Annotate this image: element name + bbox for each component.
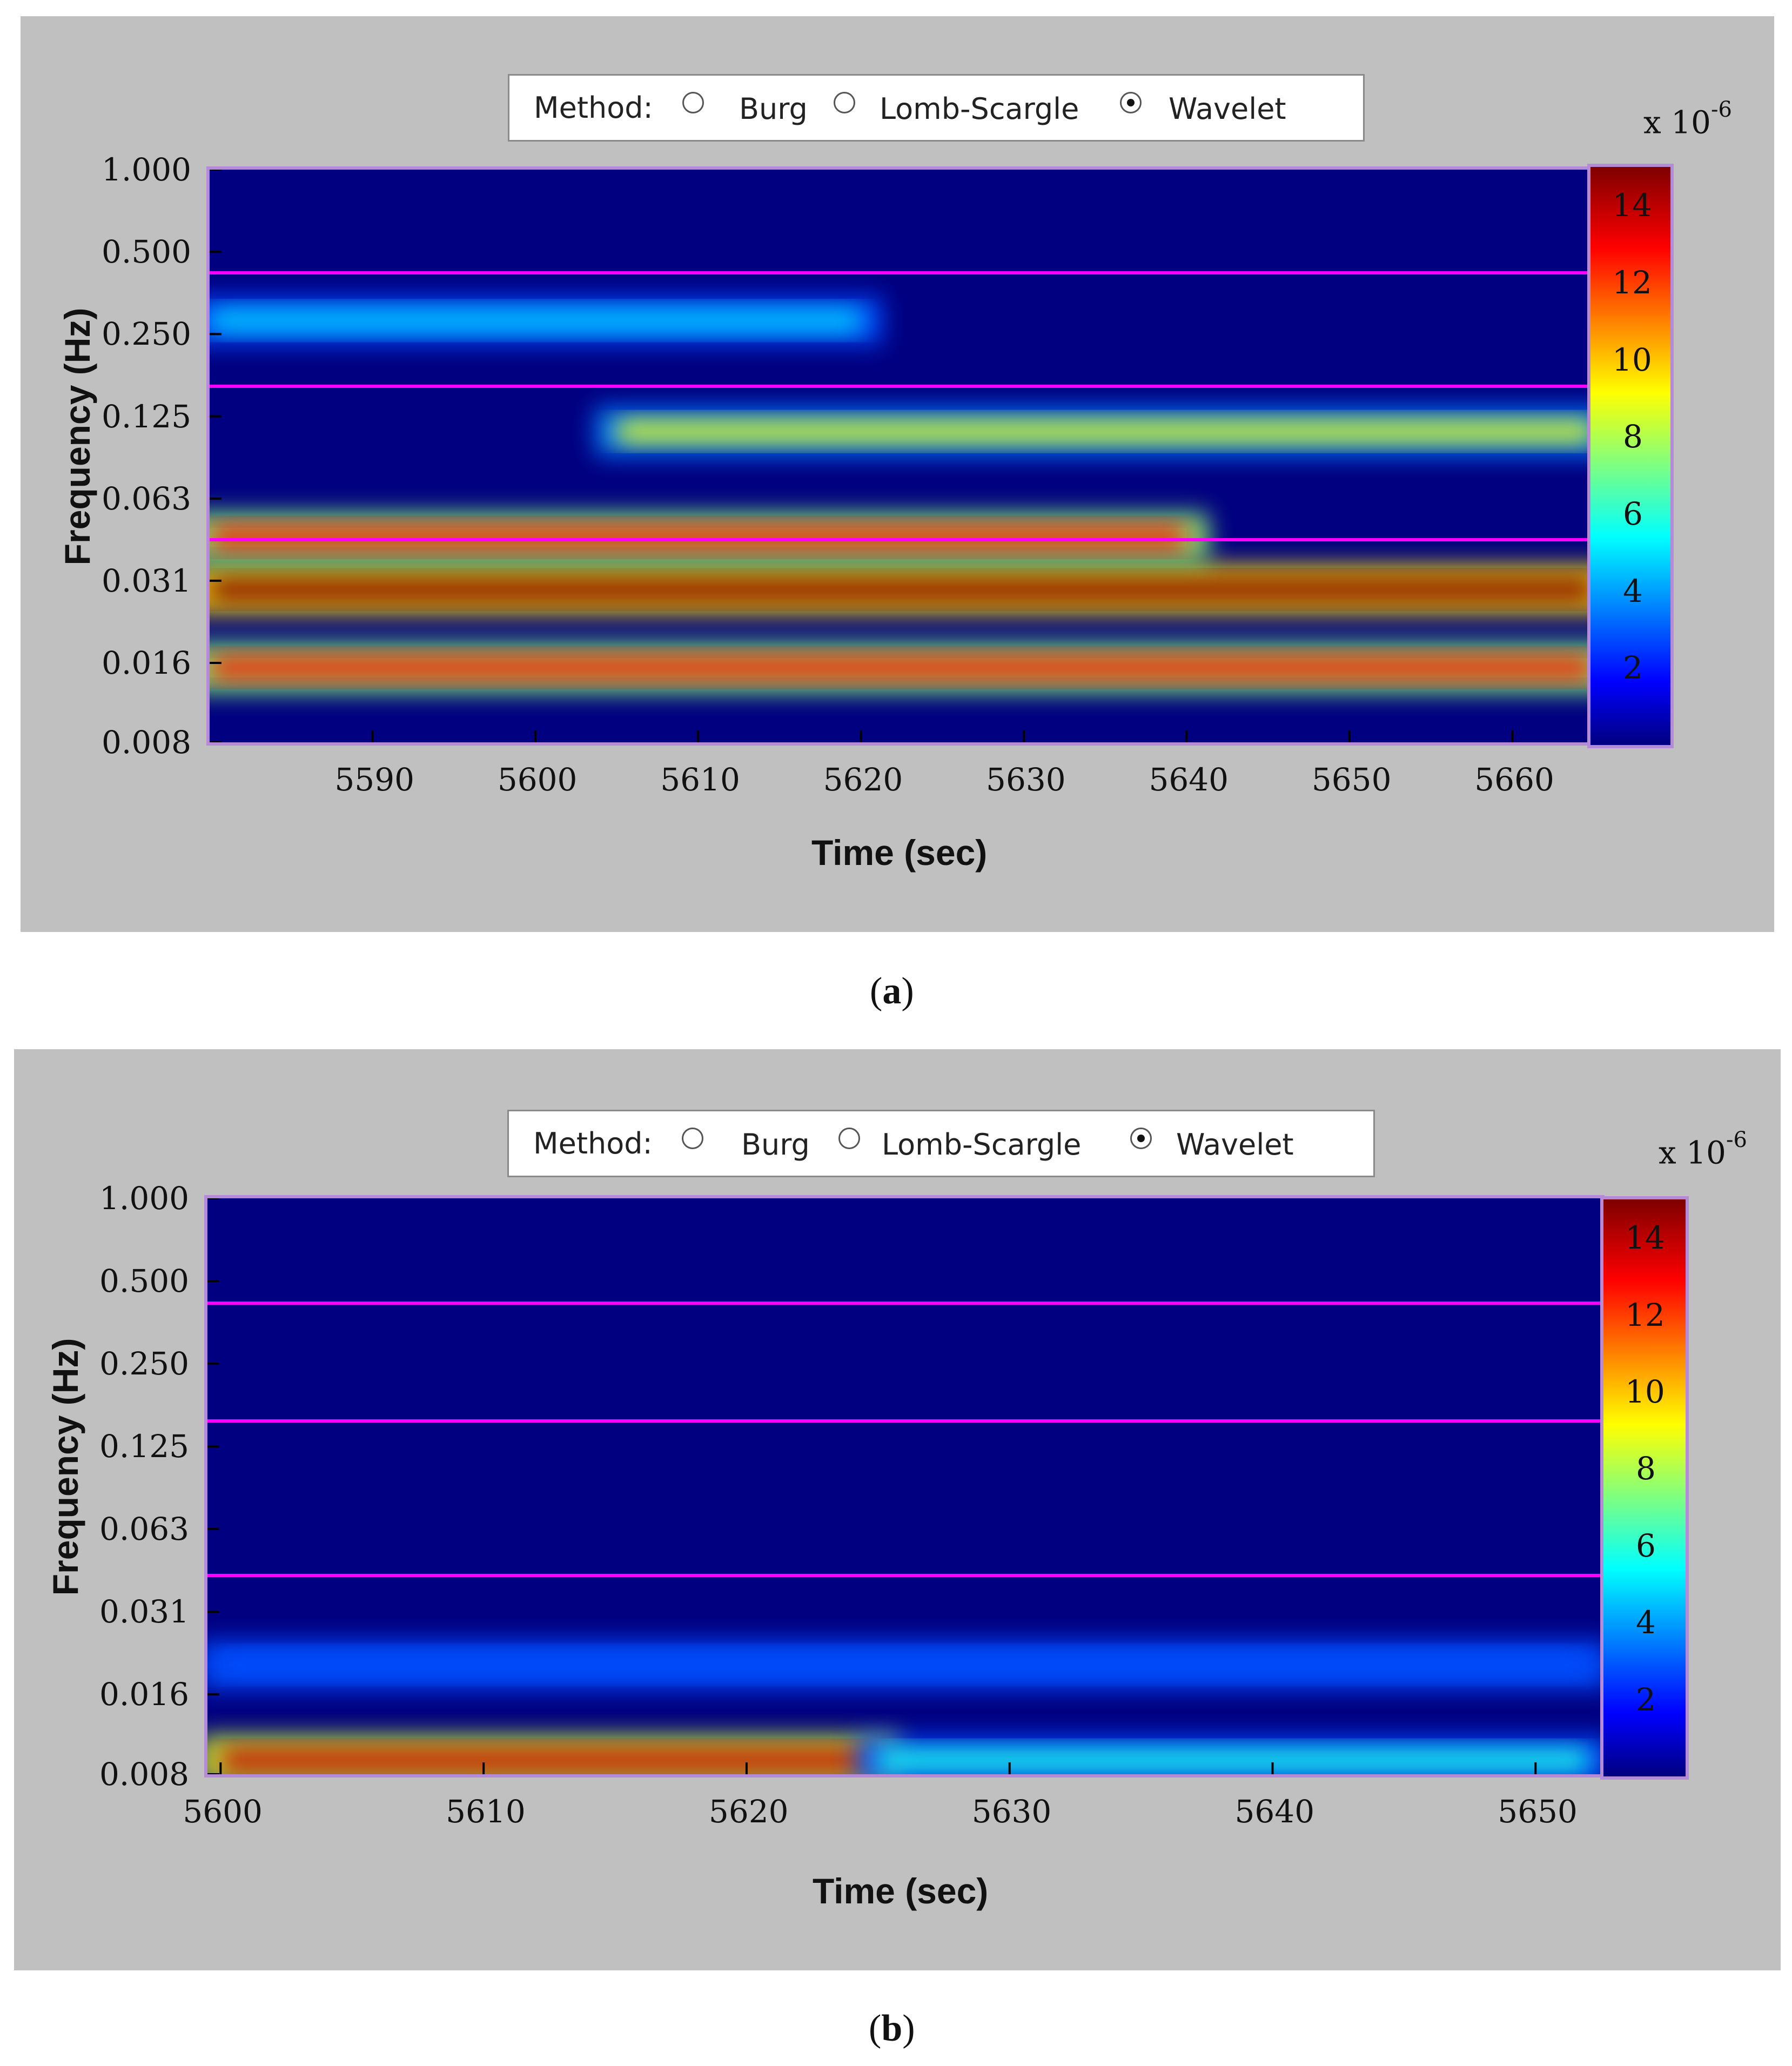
y-tick-label: 0.125 xyxy=(102,398,192,435)
method-selector-b: Method: Burg Lomb-Scargle Wavelet xyxy=(507,1110,1375,1177)
radio-lomb-scargle-b[interactable] xyxy=(838,1128,860,1149)
x-tick-label: 5620 xyxy=(823,761,903,798)
colorbar-tick-label: 12 xyxy=(1612,264,1652,301)
heatmap-band xyxy=(210,656,1594,679)
option-burg[interactable]: Burg xyxy=(739,92,808,126)
radio-burg[interactable] xyxy=(682,92,704,113)
y-tick-label: 0.016 xyxy=(99,1676,190,1713)
caption-a: (a) xyxy=(870,970,914,1012)
panel-a: Method: Burg Lomb-Scargle Wavelet x 10-6 xyxy=(21,16,1774,932)
caption-b: (b) xyxy=(869,2008,915,2049)
colorbar-tick-label: 10 xyxy=(1612,341,1652,378)
x-tick-label: 5600 xyxy=(497,761,578,798)
panel-b: Method: Burg Lomb-Scargle Wavelet x 10-6 xyxy=(14,1049,1781,1970)
colorbar-tick-label: 6 xyxy=(1623,495,1643,532)
colorbar-tick-label: 2 xyxy=(1636,1681,1656,1718)
x-tick-label: 5620 xyxy=(708,1793,789,1830)
radio-wavelet-b[interactable] xyxy=(1130,1128,1152,1149)
x-tick-label: 5650 xyxy=(1498,1793,1578,1830)
method-label: Method: xyxy=(534,91,653,125)
heatmap-svg-a xyxy=(210,170,1594,742)
method-label-b: Method: xyxy=(533,1126,653,1161)
y-tick-label: 0.250 xyxy=(102,316,192,353)
heatmap-band xyxy=(210,579,1594,601)
y-axis-label-a: Frequency (Hz) xyxy=(57,307,97,566)
colorbar-tick-label: 14 xyxy=(1612,187,1652,224)
colorbar-tick-label: 4 xyxy=(1636,1604,1656,1641)
colorbar-tick-label: 10 xyxy=(1625,1373,1665,1410)
heatmap-band xyxy=(220,1654,1588,1676)
y-tick-label: 0.063 xyxy=(102,480,192,517)
colorbar-svg-b xyxy=(1603,1199,1686,1776)
y-tick-label: 0.250 xyxy=(99,1345,190,1383)
guide-line-1-b xyxy=(207,1302,1601,1305)
x-tick-label: 5640 xyxy=(1149,761,1229,798)
option-wavelet[interactable]: Wavelet xyxy=(1169,92,1286,126)
heatmap-svg-b xyxy=(207,1198,1601,1774)
colorbar-tick-label: 14 xyxy=(1625,1219,1665,1257)
heatmap-plot-a xyxy=(206,166,1597,746)
x-tick-label: 5650 xyxy=(1311,761,1392,798)
guide-line-3-b xyxy=(207,1574,1601,1577)
colorbar-scale-a: x 10-6 xyxy=(1643,97,1732,141)
colorbar-scale-b: x 10-6 xyxy=(1659,1128,1747,1171)
guide-line-1 xyxy=(210,271,1594,274)
y-tick-label: 0.031 xyxy=(102,562,192,599)
option-lomb-scargle[interactable]: Lomb-Scargle xyxy=(880,92,1079,126)
option-wavelet-b[interactable]: Wavelet xyxy=(1176,1128,1294,1162)
colorbar-b xyxy=(1600,1196,1689,1780)
colorbar-tick-label: 4 xyxy=(1623,572,1643,609)
heatmap-band xyxy=(878,1749,1588,1771)
y-tick-label: 0.031 xyxy=(99,1593,190,1631)
colorbar-tick-label: 2 xyxy=(1623,649,1643,687)
y-tick-label: 1.000 xyxy=(99,1180,190,1217)
y-tick-label: 0.125 xyxy=(99,1428,190,1465)
x-tick-label: 5610 xyxy=(660,761,740,798)
guide-line-3 xyxy=(210,538,1594,541)
heatmap-plot-b xyxy=(204,1195,1605,1777)
heatmap-band xyxy=(210,526,1187,548)
x-axis-label-b: Time (sec) xyxy=(813,1871,989,1911)
guide-line-2-b xyxy=(207,1419,1601,1423)
radio-burg-b[interactable] xyxy=(682,1128,703,1149)
guide-line-2 xyxy=(210,385,1594,388)
colorbar-tick-label: 8 xyxy=(1636,1450,1656,1487)
colorbar-tick-label: 12 xyxy=(1625,1296,1665,1333)
y-axis-label-b: Frequency (Hz) xyxy=(45,1338,85,1596)
x-tick-label: 5630 xyxy=(986,761,1066,798)
y-tick-label: 0.016 xyxy=(102,645,192,682)
heatmap-band xyxy=(616,420,1594,442)
y-tick-label: 1.000 xyxy=(102,151,192,188)
x-tick-label: 5590 xyxy=(334,761,415,798)
x-tick-label: 5630 xyxy=(971,1793,1052,1830)
option-lomb-scargle-b[interactable]: Lomb-Scargle xyxy=(882,1128,1082,1162)
y-tick-label: 0.008 xyxy=(99,1756,190,1793)
radio-lomb-scargle[interactable] xyxy=(834,92,855,113)
x-tick-label: 5660 xyxy=(1474,761,1554,798)
x-axis-label-a: Time (sec) xyxy=(811,833,988,873)
radio-wavelet[interactable] xyxy=(1120,92,1142,113)
y-tick-label: 0.500 xyxy=(99,1263,190,1300)
x-tick-label: 5610 xyxy=(446,1793,526,1830)
x-tick-label: 5640 xyxy=(1234,1793,1315,1830)
colorbar-svg-a xyxy=(1590,167,1670,745)
colorbar-a xyxy=(1587,164,1674,748)
method-selector: Method: Burg Lomb-Scargle Wavelet xyxy=(508,74,1365,142)
x-tick-label: 5600 xyxy=(183,1793,263,1830)
y-tick-label: 0.063 xyxy=(99,1511,190,1548)
option-burg-b[interactable]: Burg xyxy=(741,1128,810,1162)
heatmap-band xyxy=(220,1749,878,1771)
colorbar-tick-label: 6 xyxy=(1636,1527,1656,1564)
heatmap-band xyxy=(210,310,861,332)
y-tick-label: 0.008 xyxy=(102,724,192,761)
colorbar-tick-label: 8 xyxy=(1623,418,1643,455)
y-tick-label: 0.500 xyxy=(102,233,192,271)
